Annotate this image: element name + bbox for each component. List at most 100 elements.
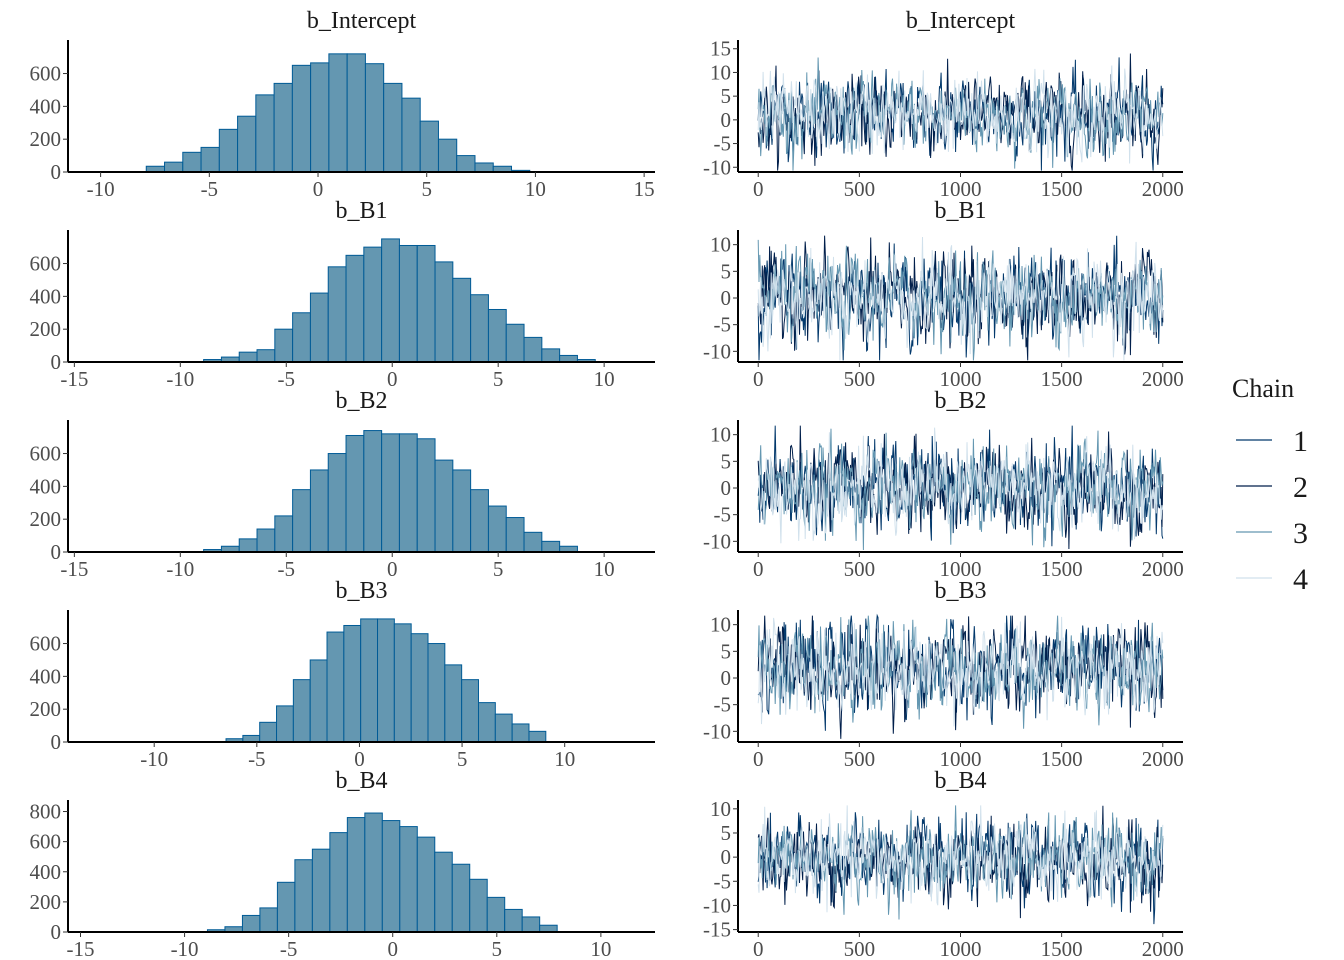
histogram-bar xyxy=(256,528,276,553)
histogram-bar xyxy=(505,517,525,553)
histogram-bar xyxy=(383,82,403,173)
histogram-bar xyxy=(470,294,489,363)
histogram-bar xyxy=(327,266,347,363)
histogram-bar xyxy=(381,820,401,933)
y-tick-label: -10 xyxy=(703,529,731,553)
histogram-bar xyxy=(274,515,294,553)
panel-title: b_B3 xyxy=(335,578,387,604)
y-tick-label: 15 xyxy=(710,37,731,61)
x-tick-label: 10 xyxy=(554,747,575,771)
trace-panel-b_B3: b_B3 0 500 1000 1500 2000 -10-5 0 510 xyxy=(703,578,1184,771)
histogram-bar xyxy=(504,908,523,933)
histogram-bar xyxy=(328,53,348,173)
x-tick-label: 2000 xyxy=(1142,937,1184,960)
y-tick-label: 400 xyxy=(30,664,62,688)
histogram-bar xyxy=(521,916,541,933)
histogram-bar xyxy=(292,489,311,553)
histogram-bar xyxy=(182,151,202,173)
x-tick-label: 1500 xyxy=(1041,937,1083,960)
y-tick-label: 5 xyxy=(721,639,732,663)
y-tick-label: -5 xyxy=(714,313,732,337)
x-tick-label: 0 xyxy=(387,937,398,960)
x-tick-label: 500 xyxy=(844,937,876,960)
x-tick-label: 0 xyxy=(753,937,764,960)
histogram-bar xyxy=(259,907,278,933)
x-tick-label: 0 xyxy=(753,367,764,391)
x-tick-label: -10 xyxy=(166,557,194,581)
histogram-bar xyxy=(393,623,412,743)
x-tick-label: 500 xyxy=(844,367,876,391)
x-tick-label: 2000 xyxy=(1142,177,1184,201)
histogram-panel-b_B1: b_B1 -15 -10 -5 0 5 10 0 200 400 600 xyxy=(30,198,655,391)
x-tick-label: -10 xyxy=(87,177,115,201)
x-tick-label: 10 xyxy=(590,937,611,960)
x-tick-label: -10 xyxy=(171,937,199,960)
legend: Chain 1 2 3 4 xyxy=(1232,374,1308,596)
x-tick-label: -5 xyxy=(278,557,296,581)
histogram-bar xyxy=(399,826,418,933)
x-tick-label: 0 xyxy=(753,557,764,581)
histogram-bar xyxy=(398,244,418,363)
y-tick-label: 0 xyxy=(51,920,62,944)
histogram-bar xyxy=(326,631,345,743)
y-tick-label: 600 xyxy=(30,830,62,854)
y-tick-label: 200 xyxy=(30,697,62,721)
y-tick-label: -5 xyxy=(714,693,732,717)
y-tick-label: -10 xyxy=(703,719,731,743)
histogram-bar xyxy=(363,246,383,363)
histogram-bar xyxy=(451,863,471,933)
histogram-bar xyxy=(487,308,507,363)
y-tick-label: 0 xyxy=(721,845,732,869)
y-tick-label: 600 xyxy=(30,62,62,86)
histogram-bar xyxy=(274,328,294,363)
histogram-bar xyxy=(345,434,365,553)
x-tick-label: 1500 xyxy=(1041,747,1083,771)
histogram-bar xyxy=(294,859,313,933)
x-tick-label: 5 xyxy=(421,177,432,201)
x-tick-label: 5 xyxy=(493,367,504,391)
histogram-bar xyxy=(238,538,258,553)
histogram-bar xyxy=(329,832,348,933)
panel-title: b_B1 xyxy=(335,198,387,224)
y-tick-label: 5 xyxy=(721,821,732,845)
histogram-bar xyxy=(416,836,436,933)
histogram-bar xyxy=(505,323,525,363)
x-tick-label: 1000 xyxy=(940,177,982,201)
histogram-bar xyxy=(416,438,436,553)
y-tick-label: 400 xyxy=(30,860,62,884)
x-tick-label: -10 xyxy=(166,367,194,391)
histogram-bar xyxy=(416,244,436,363)
x-tick-label: 0 xyxy=(354,747,365,771)
x-tick-label: -5 xyxy=(278,367,296,391)
y-tick-label: -5 xyxy=(714,503,732,527)
x-tick-label: -5 xyxy=(280,937,298,960)
histogram-bar xyxy=(327,453,347,553)
x-tick-label: 1500 xyxy=(1041,177,1083,201)
histogram-bar xyxy=(273,82,293,173)
y-tick-label: 800 xyxy=(30,800,62,824)
histogram-bar xyxy=(256,349,276,363)
panel-title: b_B4 xyxy=(335,768,387,794)
panel-title: b_Intercept xyxy=(307,8,417,34)
trace-line-chain-4 xyxy=(757,616,1164,727)
trace-panel-b_B1: b_B1 0 500 1000 1500 2000 -10-5 0 510 xyxy=(703,198,1184,391)
histogram-bar xyxy=(539,924,558,933)
histogram-bar xyxy=(470,489,489,553)
x-tick-label: 1000 xyxy=(940,937,982,960)
histogram-panel-b_B3: b_B3 -10 -5 0 5 10 0 200 400 600 xyxy=(30,578,655,771)
x-tick-label: -15 xyxy=(66,937,94,960)
y-tick-label: 10 xyxy=(710,613,731,637)
y-tick-label: 10 xyxy=(710,423,731,447)
x-tick-label: 5 xyxy=(492,937,503,960)
y-tick-label: 600 xyxy=(30,632,62,656)
x-tick-label: -15 xyxy=(60,367,88,391)
y-tick-label: 10 xyxy=(710,233,731,257)
legend-label: 1 xyxy=(1293,425,1308,458)
y-tick-label: 400 xyxy=(30,94,62,118)
histogram-bar xyxy=(343,624,362,743)
histogram-bar xyxy=(410,633,429,743)
x-tick-label: 0 xyxy=(313,177,324,201)
histogram-bar xyxy=(346,53,366,173)
x-tick-label: 10 xyxy=(594,367,615,391)
